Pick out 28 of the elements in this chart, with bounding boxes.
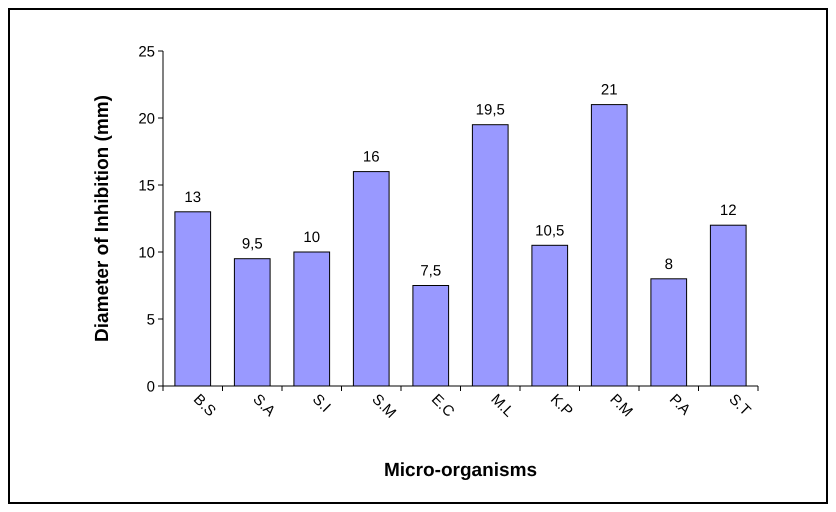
x-tick-label: K.P <box>546 390 576 420</box>
x-tick-label: S.T <box>725 390 754 420</box>
data-label: 8 <box>664 256 673 273</box>
x-tick-label: M.L <box>487 390 518 421</box>
y-tick-label: 0 <box>146 378 155 396</box>
x-tick-label: S.A <box>249 390 279 420</box>
data-label: 9,5 <box>242 236 263 253</box>
data-label: 21 <box>600 82 618 99</box>
y-tick-label: 5 <box>146 311 155 328</box>
y-tick-label: 10 <box>138 244 155 262</box>
y-axis-title: Diameter of Inhibition (mm) <box>92 95 113 342</box>
x-axis-title: Micro-organisms <box>384 460 538 481</box>
x-tick-label: P.A <box>666 390 694 419</box>
x-tick-label: S.I <box>308 390 334 416</box>
x-tick-label: S.M <box>368 390 400 422</box>
data-label: 12 <box>720 202 737 220</box>
data-label: 19,5 <box>476 102 505 119</box>
x-tick-label: P.M <box>606 390 636 420</box>
data-label: 10 <box>303 229 320 246</box>
x-tick-label: B.S <box>190 390 220 420</box>
data-label: 10,5 <box>535 222 564 240</box>
y-tick-label: 25 <box>138 43 155 60</box>
data-label: 16 <box>362 148 380 166</box>
data-label: 7,5 <box>420 262 442 280</box>
y-tick-label: 20 <box>138 110 155 128</box>
y-tick-label: 15 <box>138 177 155 194</box>
data-label: 13 <box>184 188 202 206</box>
x-tick-label: E.C <box>428 390 458 421</box>
